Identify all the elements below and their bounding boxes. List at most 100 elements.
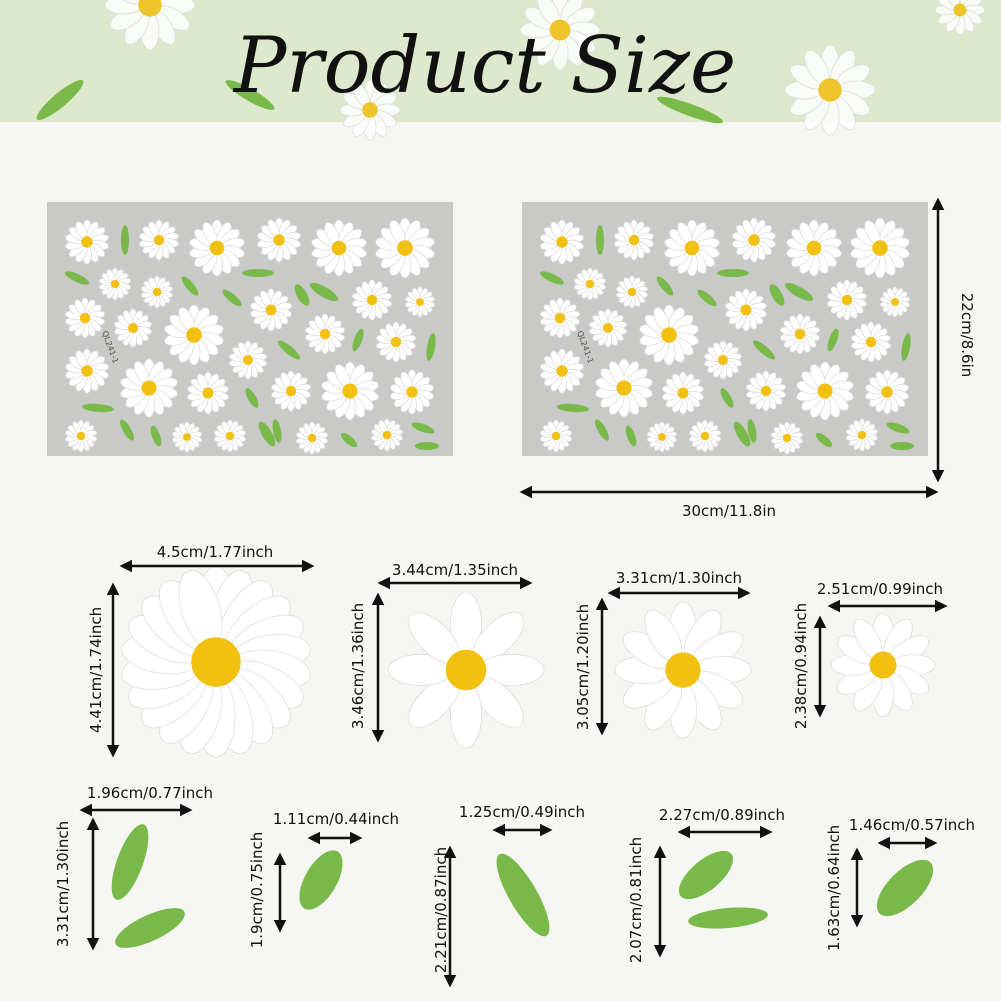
daisy-center (881, 386, 893, 398)
daisy (851, 321, 891, 363)
daisy (746, 370, 786, 412)
sheet-width: 30cm/11.8in (682, 502, 776, 520)
daisy-center (153, 234, 165, 246)
items: 4.5cm/1.77inch 4.41cm/1.74inch 3.44cm/1.35… (54, 543, 975, 988)
daisy-center (202, 387, 214, 399)
daisy-center (872, 240, 888, 256)
daisy (780, 313, 820, 355)
leaf (65, 271, 89, 285)
daisy-center (382, 430, 392, 440)
daisy-center (818, 78, 842, 102)
daisy-center (152, 287, 162, 297)
daisy (845, 418, 879, 452)
daisy (376, 321, 416, 363)
daisy (390, 369, 434, 415)
daisy (770, 421, 804, 455)
daisy-center (128, 323, 138, 333)
sheet-stickers: QL241-1 (64, 217, 439, 455)
height-label: 3.46cm/1.36inch (349, 603, 367, 729)
height-label: 3.31cm/1.30inch (54, 821, 72, 947)
daisy-center (265, 304, 277, 316)
daisy (65, 219, 109, 265)
daisy (786, 219, 842, 277)
daisy (339, 79, 401, 141)
daisy-center (141, 380, 157, 396)
daisy-center (110, 279, 120, 289)
leaf (272, 419, 282, 443)
daisy (139, 219, 179, 261)
daisy-center (243, 355, 253, 365)
leaf (115, 908, 185, 948)
width-label: 2.27cm/0.89inch (659, 806, 785, 824)
leaf (340, 432, 358, 448)
daisy-center (81, 236, 93, 248)
height-label: 3.05cm/1.20inch (574, 604, 592, 730)
daisy (850, 217, 910, 279)
daisy-center (285, 385, 297, 397)
leaf (225, 80, 275, 110)
daisy (104, 0, 196, 51)
daisy (540, 348, 584, 394)
daisy-center (865, 336, 877, 348)
leaf (769, 284, 785, 306)
leaf (415, 442, 439, 450)
height-label: 2.38cm/0.94inch (792, 603, 810, 729)
daisy (664, 219, 720, 277)
height-label: 4.41cm/1.74inch (87, 607, 105, 733)
daisy-center (665, 652, 701, 688)
daisy-center (319, 328, 331, 340)
daisy-center (953, 3, 967, 17)
daisy-center (416, 298, 424, 306)
daisy (213, 419, 247, 453)
daisy (784, 44, 876, 136)
leaf (886, 422, 910, 434)
height-label: 1.9cm/0.75inch (248, 832, 266, 949)
leaf (733, 421, 751, 447)
leaf (121, 225, 129, 255)
leaf (242, 269, 274, 277)
leaf (181, 276, 199, 296)
daisy (65, 297, 105, 339)
daisy (140, 275, 174, 309)
daisy (370, 418, 404, 452)
width-label: 1.25cm/0.49inch (459, 803, 585, 821)
leaf (150, 425, 162, 447)
daisy-center (366, 294, 378, 306)
leaf (747, 419, 757, 443)
daisy (827, 279, 867, 321)
leaf (111, 824, 149, 900)
leaf (752, 340, 776, 360)
daisy (229, 340, 267, 380)
height-label: 1.63cm/0.64inch (825, 825, 843, 951)
leaf (625, 425, 637, 447)
daisy-center (331, 240, 347, 256)
daisy-center (397, 240, 413, 256)
leaf (36, 79, 84, 121)
daisy-center (891, 298, 899, 306)
leaf (557, 403, 589, 413)
daisy (539, 419, 573, 453)
leaf (784, 282, 814, 302)
width-label: 1.96cm/0.77inch (87, 784, 213, 802)
daisy (120, 358, 178, 418)
daisy-center (191, 637, 241, 687)
daisy (295, 421, 329, 455)
daisy-center (700, 431, 710, 441)
daisy (404, 286, 436, 318)
leaf (411, 422, 435, 434)
daisy (114, 308, 152, 348)
daisy-center (782, 433, 792, 443)
daisy (519, 0, 601, 71)
daisy-center (551, 431, 561, 441)
daisy-center (841, 294, 853, 306)
leaf (540, 271, 564, 285)
daisy (573, 267, 607, 301)
daisy-center (406, 386, 418, 398)
daisy-center (794, 328, 806, 340)
daisy-center (390, 336, 402, 348)
daisy (614, 601, 752, 739)
daisy (64, 419, 98, 453)
daisy (796, 361, 854, 421)
daisy (725, 288, 767, 332)
